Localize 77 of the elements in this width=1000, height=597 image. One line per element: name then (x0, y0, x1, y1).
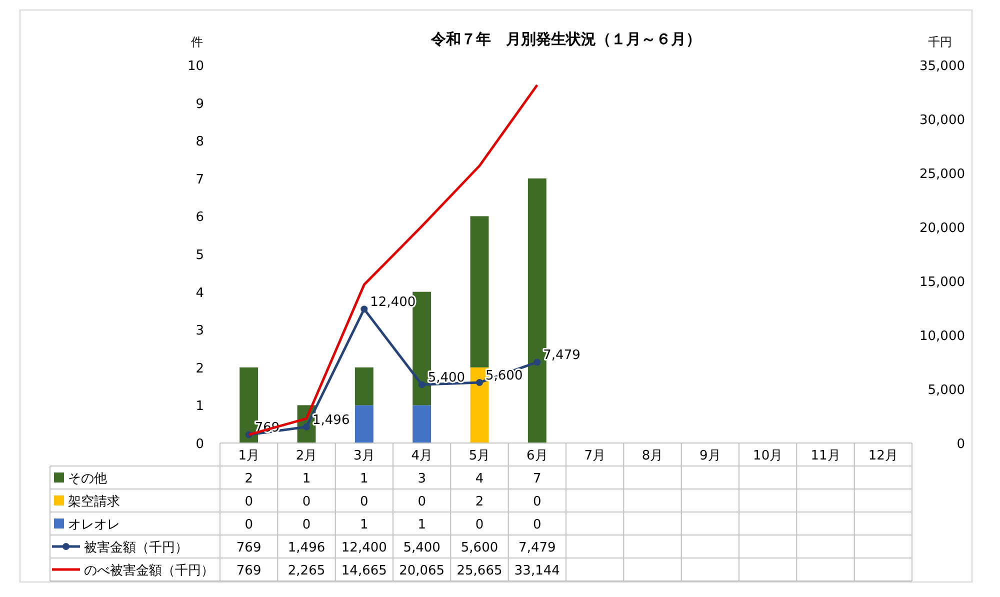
point (418, 381, 426, 388)
y2-tick-label: 30,000 (920, 113, 965, 128)
data-label: 33,144 (514, 564, 560, 578)
x-tick-label: 1月 (238, 448, 260, 464)
y-tick-label: 6 (196, 210, 204, 226)
data-label: 1 (360, 518, 368, 532)
legend-label: 架空請求 (68, 494, 120, 510)
y-tick-label: 3 (196, 324, 204, 339)
legend-label: のべ被害金額（千円） (84, 562, 214, 578)
data-label: 5,400 (403, 540, 440, 556)
y2-tick-label: 25,000 (920, 167, 965, 182)
y2-tick-label: 20,000 (920, 221, 965, 236)
y2-tick-label: 10,000 (920, 329, 965, 344)
data-label: 0 (533, 518, 542, 532)
x-tick-label: 5月 (468, 448, 490, 464)
x-tick-label: 8月 (642, 448, 664, 464)
data-label: 7,479 (518, 540, 556, 556)
y-tick-label: 0 (196, 437, 204, 452)
data-label: 5,600 (460, 540, 498, 556)
data-label: 1 (302, 472, 311, 486)
y-axis-title: 件 (191, 35, 203, 49)
x-tick-label: 4月 (411, 448, 432, 464)
y2-tick-label: 15,000 (920, 275, 965, 290)
data-label: 0 (244, 518, 253, 532)
y-tick-label: 1 (196, 399, 204, 414)
x-tick-label: 3月 (354, 448, 375, 464)
bar (412, 405, 432, 443)
y-tick-label: 4 (196, 286, 204, 301)
data-label: 20,065 (399, 564, 445, 578)
y2-tick-label: 35,000 (920, 59, 965, 74)
x-tick-label: 9月 (700, 448, 721, 464)
x-tick-label: 2月 (296, 448, 318, 464)
data-label: 0 (244, 494, 253, 510)
data-label: 2 (244, 472, 253, 486)
data-label: 3 (418, 472, 426, 486)
chart-title: 令和７年 月別発生状況（１月～６月） (430, 30, 701, 48)
data-label: 2,265 (288, 564, 326, 578)
data-label: 1 (418, 518, 426, 532)
data-label: 12,400 (341, 540, 387, 556)
bar (354, 367, 374, 406)
y2-axis-title: 千円 (928, 35, 952, 49)
y-tick-label: 10 (187, 59, 204, 74)
y-tick-label: 9 (196, 96, 204, 112)
x-tick-label: 10月 (753, 448, 783, 464)
y2-tick-label: 5,000 (928, 383, 965, 398)
y-tick-label: 2 (196, 361, 204, 376)
x-tick-label: 12月 (868, 448, 898, 464)
data-label: 0 (302, 494, 311, 510)
y-tick-label: 7 (196, 172, 204, 188)
data-label: 0 (475, 518, 484, 532)
legend-label: その他 (68, 472, 107, 486)
data-label: 2 (475, 494, 484, 510)
data-label: 7 (533, 472, 542, 486)
point (476, 379, 483, 386)
point (534, 358, 541, 366)
point (303, 423, 310, 430)
data-label: 25,665 (456, 564, 502, 578)
data-label: 0 (302, 518, 311, 532)
y-tick-label: 8 (196, 134, 204, 150)
point (360, 306, 368, 313)
data-label: 0 (360, 494, 368, 510)
bar (354, 405, 374, 443)
legend-label: 被害金額（千円） (84, 540, 188, 556)
y-tick-label: 5 (196, 248, 204, 263)
data-label: 769 (236, 540, 262, 556)
data-label: 769 (236, 564, 262, 578)
y2-tick-label: 0 (956, 437, 965, 452)
data-label: 0 (533, 494, 542, 510)
legend-label: オレオレ (68, 518, 120, 532)
data-label: 1 (360, 472, 368, 486)
x-tick-label: 6月 (526, 448, 548, 464)
data-label: 1,496 (288, 540, 326, 556)
x-tick-label: 7月 (584, 448, 606, 464)
data-label: 0 (418, 494, 426, 510)
data-label: 14,665 (341, 564, 387, 578)
data-label: 4 (475, 472, 484, 486)
x-tick-label: 11月 (810, 448, 840, 464)
